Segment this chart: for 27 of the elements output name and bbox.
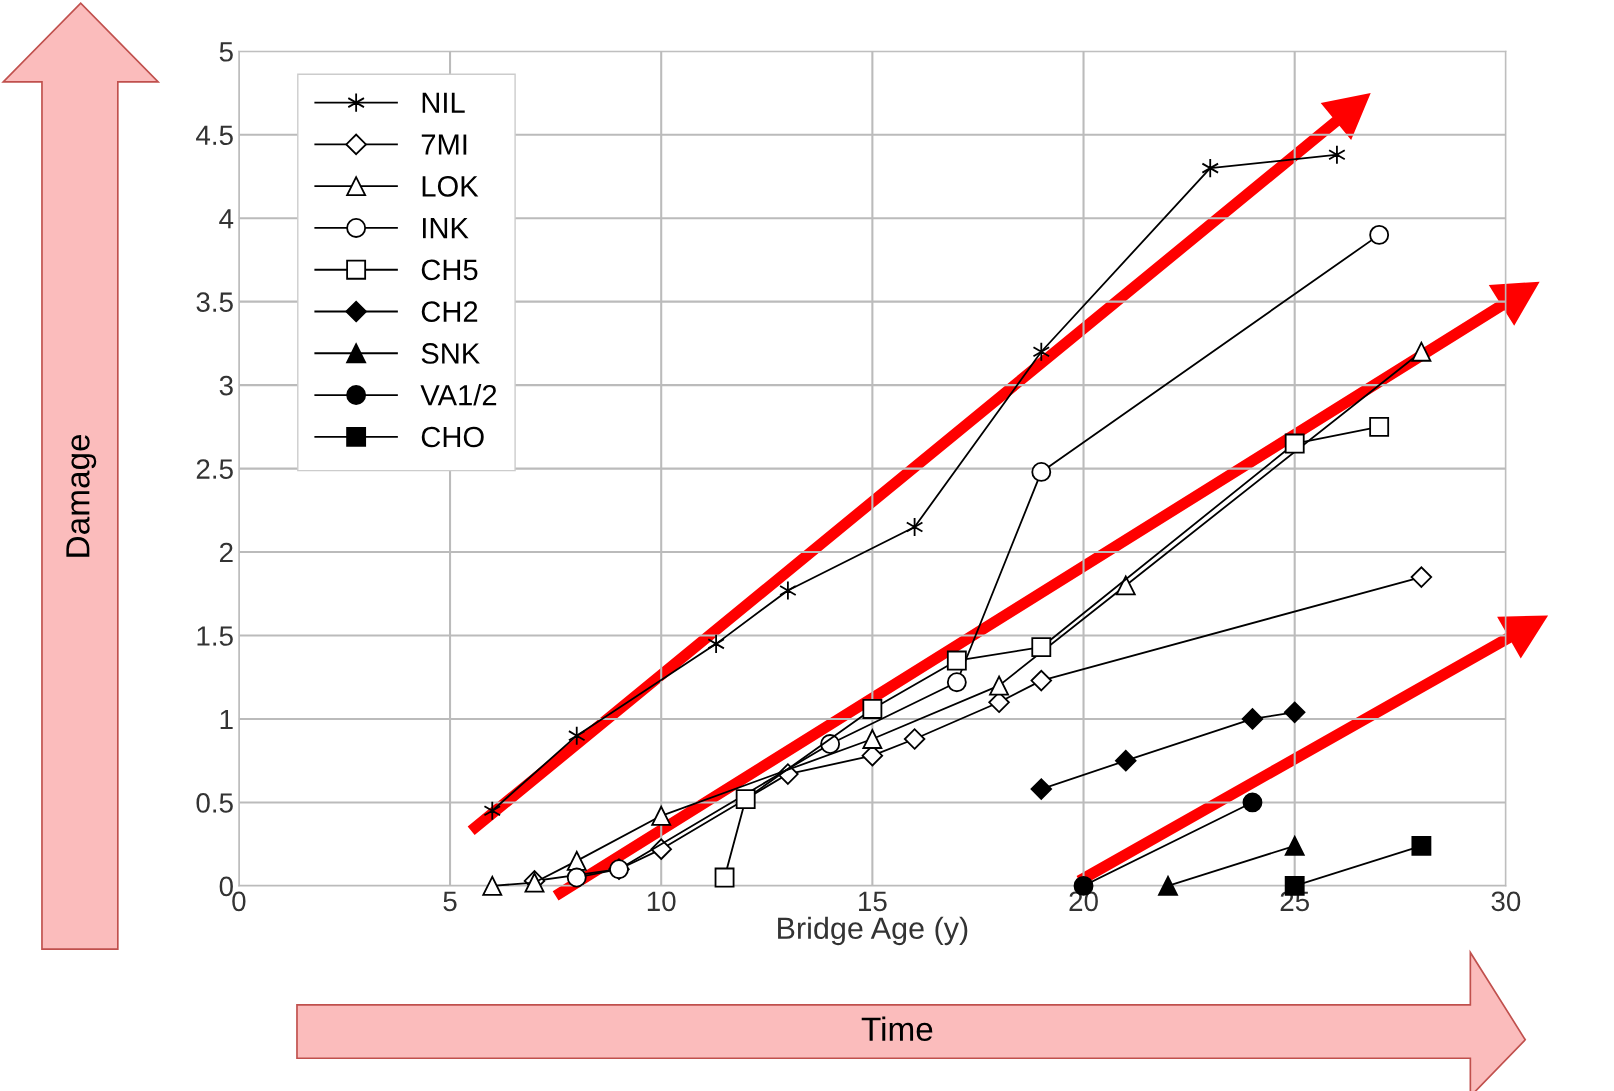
x-tick-label: 30 <box>1491 891 1521 912</box>
x-tick-label: 5 <box>443 891 457 912</box>
y-tick-label: 3 <box>219 375 233 396</box>
legend-label: CH5 <box>421 259 478 281</box>
y-tick-label: 2 <box>219 542 233 563</box>
legend-label: INK <box>422 218 469 239</box>
y-tick-label: 5 <box>219 42 233 62</box>
legend-label: 7MI <box>421 134 467 155</box>
legend-label: LOK <box>422 176 479 197</box>
y-tick-label: 0 <box>219 876 233 897</box>
legend-label: NIL <box>422 92 465 113</box>
y-tick-label: 4 <box>219 209 234 229</box>
legend-label: CH2 <box>421 301 478 322</box>
legend-label: CHO <box>421 426 484 448</box>
y-tick-label: 4.5 <box>196 125 233 146</box>
legend-label: VA1/2 <box>420 384 497 406</box>
text: Time <box>861 1016 933 1042</box>
x-tick-label: 10 <box>647 891 676 912</box>
y-tick-label: 0.5 <box>196 793 233 813</box>
legend-label: SNK <box>421 343 480 364</box>
text: Damage <box>66 434 97 557</box>
x-tick-label: 15 <box>859 891 887 912</box>
y-tick-label: 2.5 <box>196 459 233 479</box>
y-tick-label: 1 <box>220 709 233 730</box>
x-axis-title: Bridge Age (y) <box>778 916 968 946</box>
y-tick-label: 1.5 <box>197 626 233 646</box>
y-tick-label: 3.5 <box>196 292 233 312</box>
